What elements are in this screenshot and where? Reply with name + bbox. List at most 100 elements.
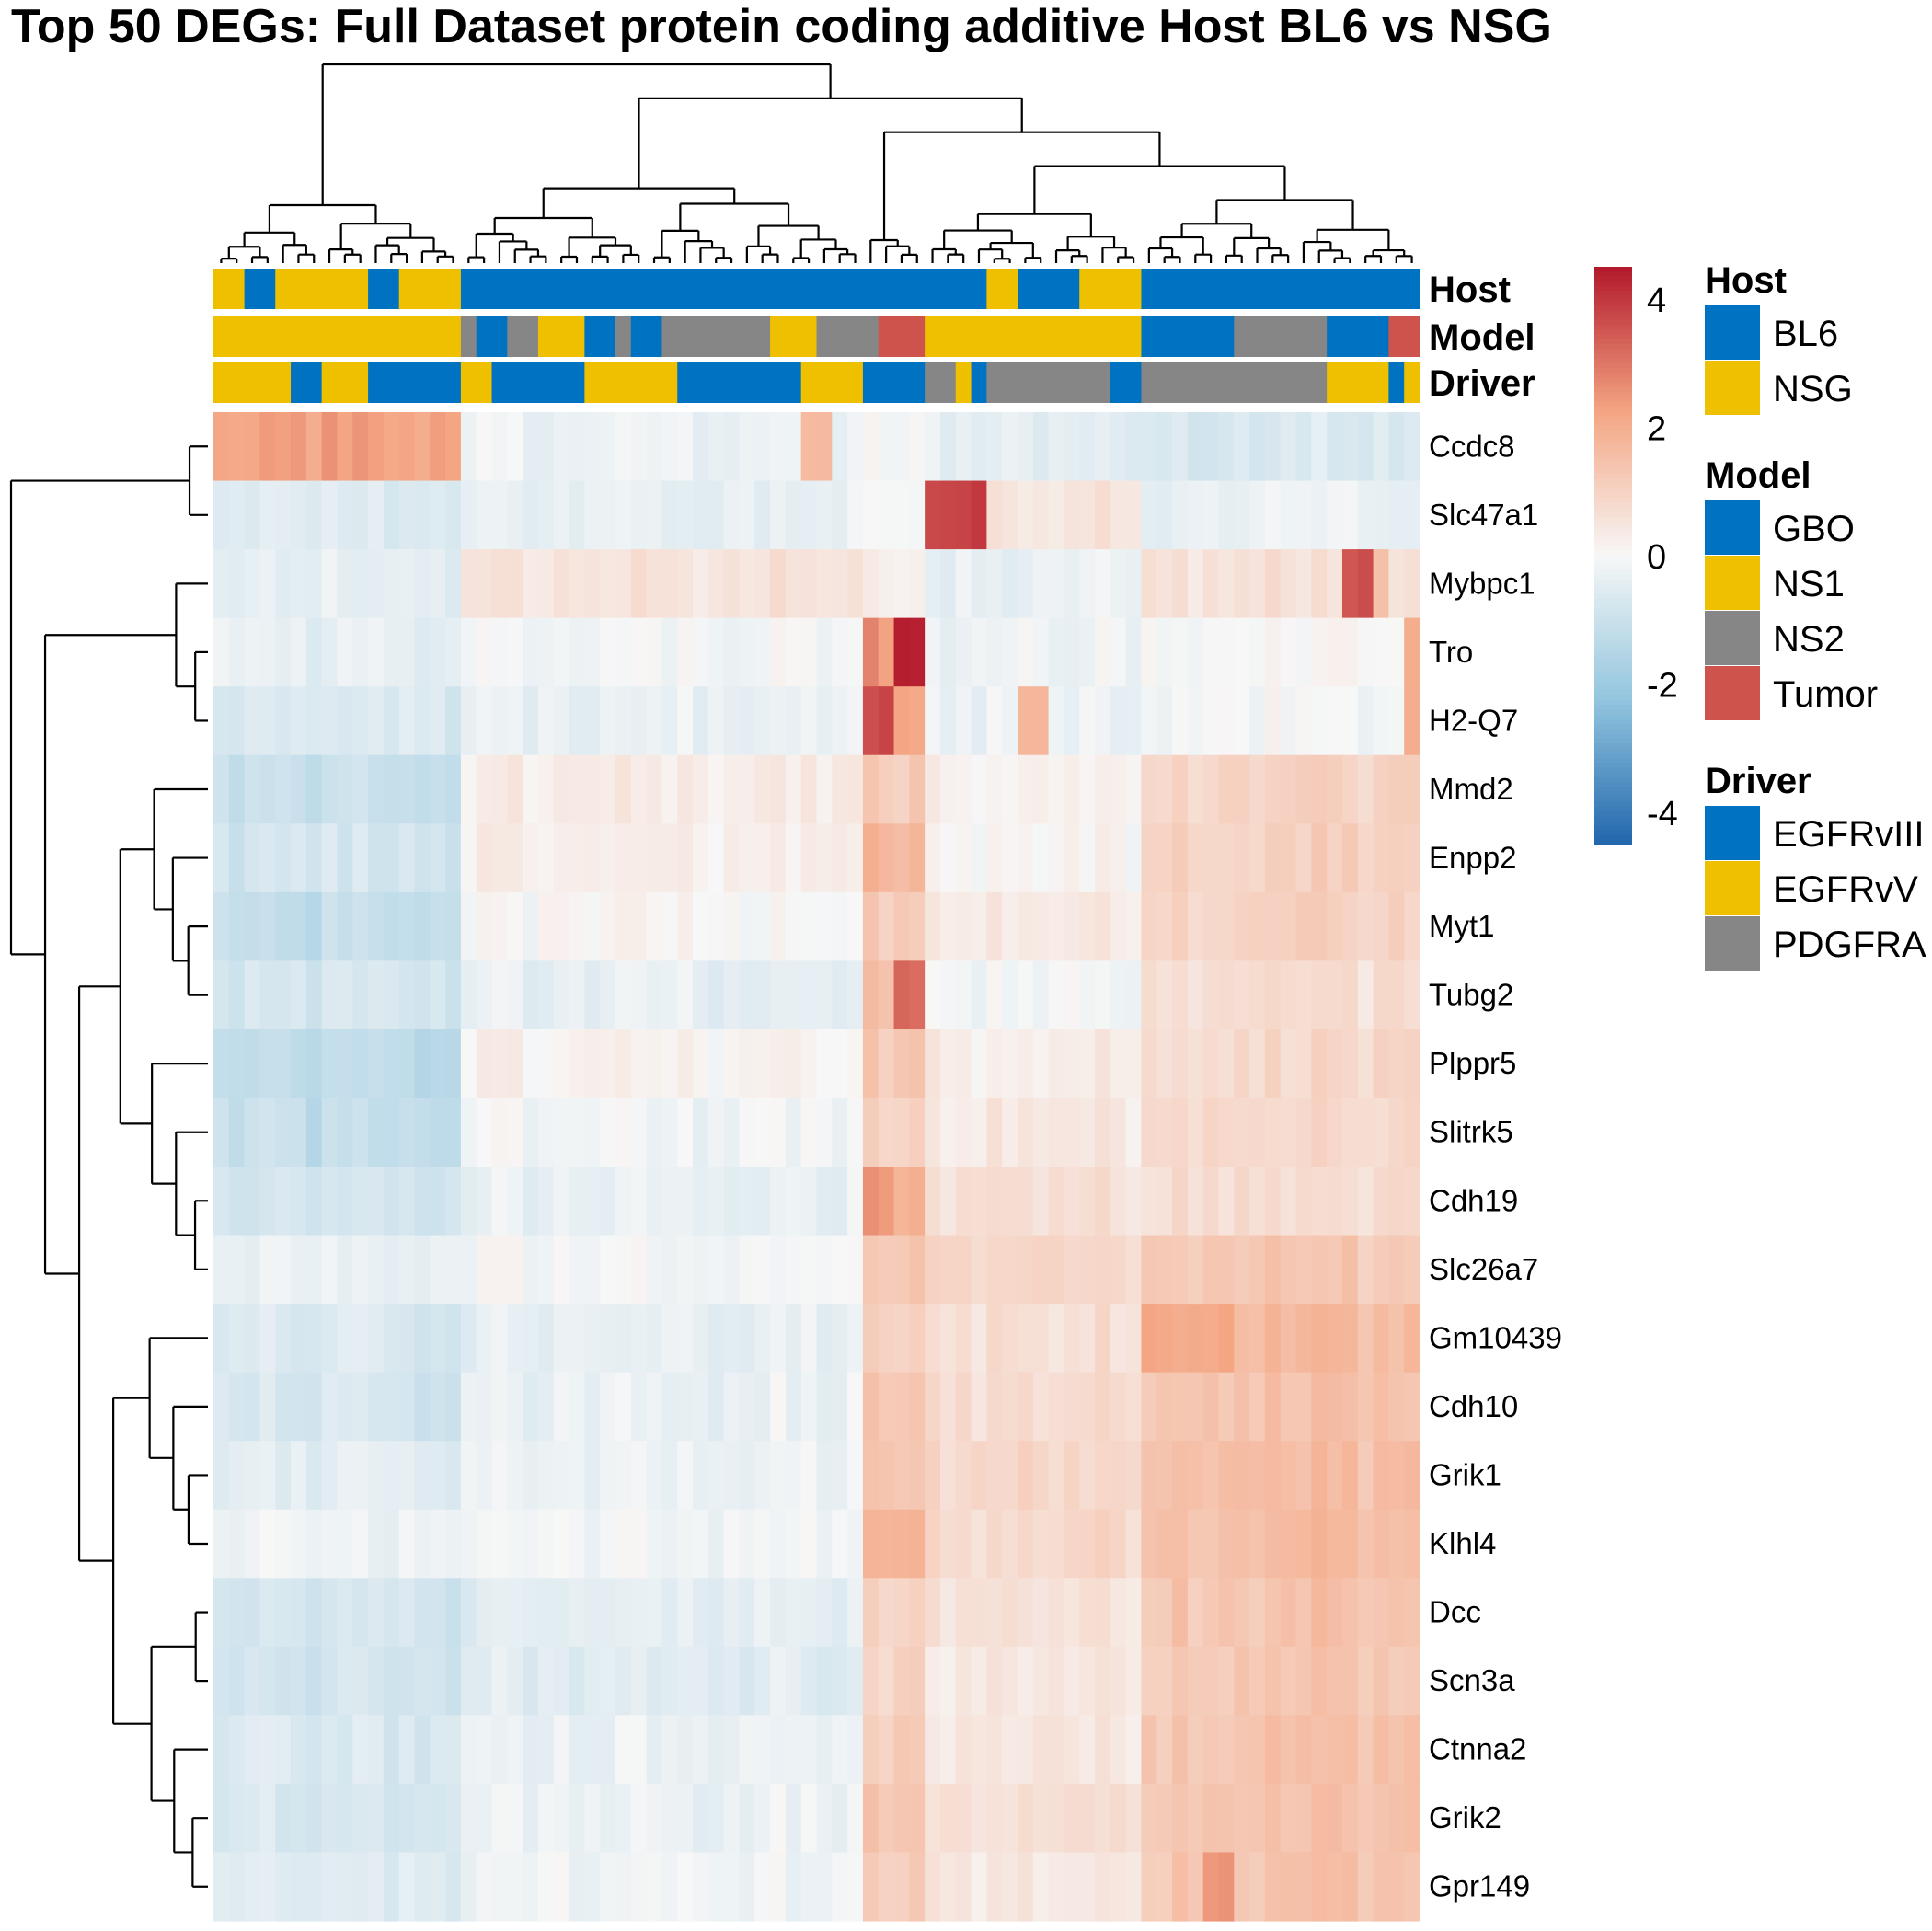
heatmap-cell bbox=[986, 823, 1003, 893]
heatmap-cell bbox=[1234, 754, 1250, 824]
heatmap-cell bbox=[707, 1304, 725, 1374]
heatmap-cell bbox=[1002, 1715, 1018, 1785]
heatmap-cell bbox=[1311, 1441, 1328, 1511]
heatmap-cell bbox=[816, 617, 833, 687]
colorbar-segment bbox=[1594, 608, 1632, 615]
heatmap-cell bbox=[537, 1304, 555, 1374]
heatmap-cell bbox=[693, 1783, 709, 1854]
heatmap-cell bbox=[1218, 891, 1235, 961]
colorbar-segment bbox=[1594, 651, 1632, 658]
heatmap-cell bbox=[291, 960, 307, 1030]
heatmap-cell bbox=[383, 891, 400, 961]
heatmap-cell bbox=[569, 549, 585, 619]
colorbar-segment bbox=[1594, 276, 1632, 282]
heatmap-cell bbox=[1018, 1441, 1034, 1511]
heatmap-cell bbox=[491, 1304, 508, 1374]
colorbar-segment bbox=[1594, 319, 1632, 326]
colorbar-segment bbox=[1594, 593, 1632, 600]
heatmap-cell bbox=[305, 823, 323, 893]
heatmap-cell bbox=[523, 823, 539, 893]
heatmap-cell bbox=[445, 823, 462, 893]
heatmap-cell bbox=[600, 549, 616, 619]
annotation-cell bbox=[1095, 362, 1111, 403]
heatmap-cell bbox=[955, 1304, 972, 1374]
heatmap-cell bbox=[1234, 1372, 1250, 1442]
heatmap-cell bbox=[816, 1304, 833, 1374]
heatmap-cell bbox=[1388, 1646, 1405, 1716]
heatmap-cell bbox=[971, 1029, 987, 1099]
heatmap-cell bbox=[1172, 617, 1189, 687]
heatmap-cell bbox=[1079, 1852, 1096, 1922]
heatmap-cell bbox=[1002, 754, 1018, 824]
heatmap-cell bbox=[693, 754, 709, 824]
heatmap-cell bbox=[244, 1715, 261, 1785]
heatmap-cell bbox=[244, 891, 261, 961]
heatmap-cell bbox=[1357, 1578, 1374, 1648]
legend-label: BL6 bbox=[1773, 314, 1838, 354]
colorbar-segment bbox=[1594, 348, 1632, 354]
heatmap-cell bbox=[352, 1029, 369, 1099]
heatmap-cell bbox=[259, 1029, 276, 1099]
annotation-cell bbox=[878, 362, 895, 403]
annotation-cell bbox=[739, 316, 755, 357]
heatmap-cell bbox=[383, 1098, 400, 1167]
legend-label: Tumor bbox=[1773, 674, 1878, 715]
colorbar-segment bbox=[1594, 386, 1632, 393]
heatmap-cell bbox=[893, 1304, 910, 1374]
heatmap-cell bbox=[1095, 1441, 1111, 1511]
heatmap-cell bbox=[259, 754, 276, 824]
heatmap-cell bbox=[847, 412, 864, 482]
annotation-cell bbox=[754, 316, 771, 357]
heatmap-cell bbox=[460, 1304, 477, 1374]
heatmap-cell bbox=[275, 617, 292, 687]
heatmap-cell bbox=[352, 549, 369, 619]
heatmap-cell bbox=[1295, 1304, 1312, 1374]
heatmap-cell bbox=[259, 1098, 276, 1167]
heatmap-cell bbox=[228, 1304, 246, 1374]
heatmap-cell bbox=[1249, 823, 1266, 893]
heatmap-cell bbox=[925, 1235, 941, 1305]
heatmap-cell bbox=[1018, 1235, 1034, 1305]
heatmap-cell bbox=[1373, 1372, 1389, 1442]
heatmap-cell bbox=[305, 617, 323, 687]
colorbar-segment bbox=[1594, 772, 1632, 778]
annotation-cell bbox=[862, 362, 880, 403]
heatmap-cell bbox=[1249, 1715, 1266, 1785]
heatmap-cell bbox=[476, 1852, 493, 1922]
heatmap-cell bbox=[986, 960, 1003, 1030]
heatmap-cell bbox=[1218, 1441, 1235, 1511]
heatmap-cell bbox=[337, 1646, 353, 1716]
heatmap-cell bbox=[537, 960, 555, 1030]
heatmap-cell bbox=[986, 617, 1003, 687]
heatmap-cell bbox=[553, 686, 570, 756]
heatmap-cell bbox=[646, 412, 663, 482]
annotation-cell bbox=[600, 269, 616, 309]
heatmap-cell bbox=[1202, 1509, 1220, 1579]
heatmap-cell bbox=[430, 480, 446, 550]
heatmap-cell bbox=[244, 1578, 261, 1648]
heatmap-cell bbox=[1327, 1304, 1343, 1374]
heatmap-cell bbox=[460, 1167, 477, 1236]
heatmap-cell bbox=[1327, 960, 1343, 1030]
legend-label: EGFRvV bbox=[1773, 869, 1918, 910]
heatmap-cell bbox=[1202, 960, 1220, 1030]
heatmap-cell bbox=[1156, 1235, 1173, 1305]
heatmap-cell bbox=[1295, 1715, 1312, 1785]
heatmap-cell bbox=[1187, 960, 1204, 1030]
heatmap-cell bbox=[445, 1304, 462, 1374]
heatmap-cell bbox=[213, 1372, 230, 1442]
heatmap-cell bbox=[491, 1441, 508, 1511]
heatmap-cell bbox=[1172, 1167, 1189, 1236]
heatmap-cell bbox=[615, 1578, 632, 1648]
heatmap-cell bbox=[971, 1167, 987, 1236]
heatmap-cell bbox=[847, 891, 864, 961]
heatmap-cell bbox=[1048, 1783, 1065, 1854]
heatmap-cell bbox=[1295, 1029, 1312, 1099]
heatmap-cell bbox=[661, 549, 678, 619]
annotation-cell bbox=[321, 269, 339, 309]
heatmap-cell bbox=[1295, 1235, 1312, 1305]
heatmap-cell bbox=[491, 1783, 508, 1854]
heatmap-cell bbox=[1327, 1372, 1343, 1442]
heatmap-cell bbox=[800, 823, 818, 893]
heatmap-cell bbox=[430, 1235, 446, 1305]
